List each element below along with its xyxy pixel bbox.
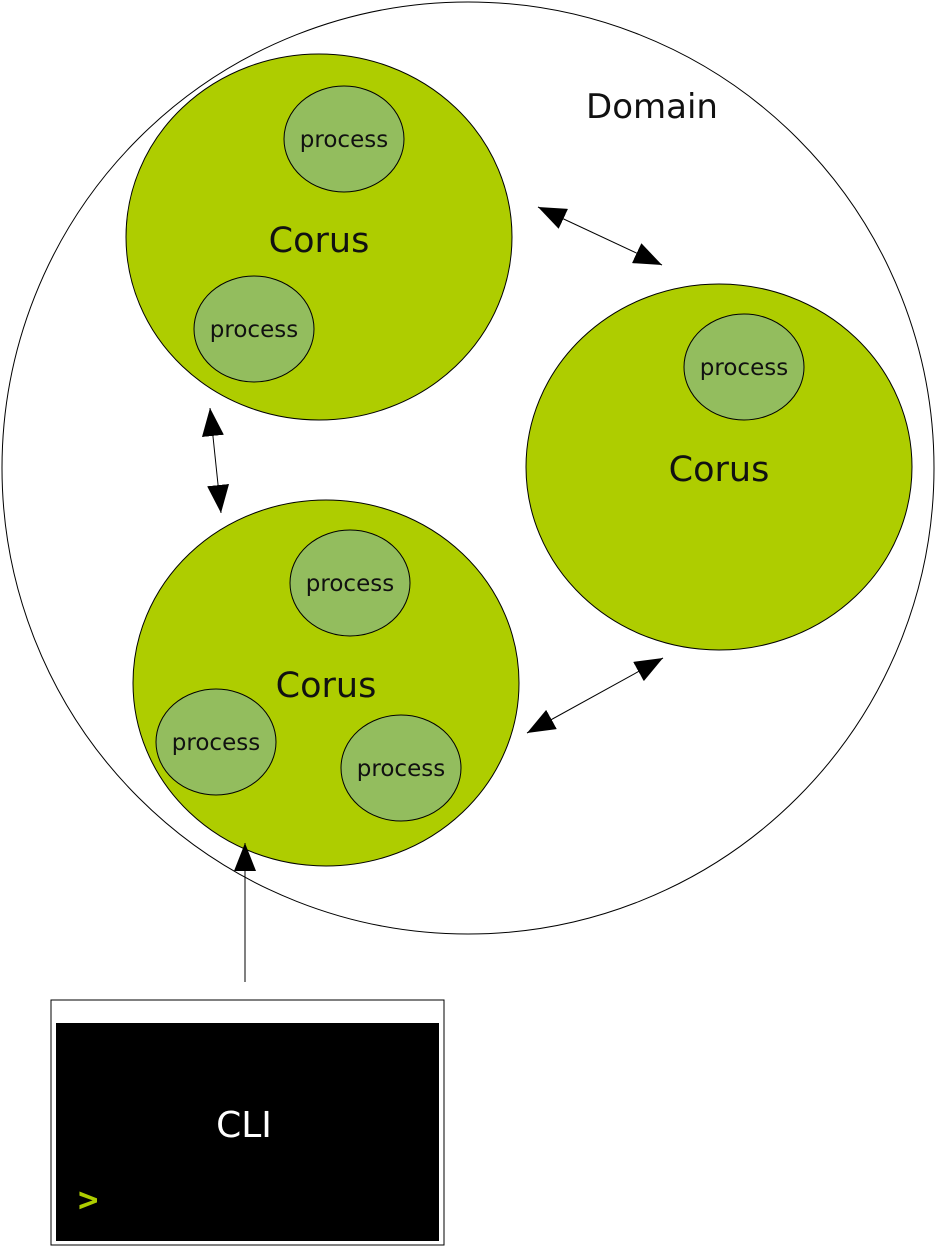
domain-label: Domain [586,87,718,127]
corus-node-1-label: Corus [269,221,370,261]
link-node3-node2 [526,657,664,734]
corus-node-2-label: Corus [669,450,770,490]
process-2a-label: process [700,355,788,381]
cli-prompt: > [78,1180,98,1220]
process-3a: process [289,529,411,637]
process-2a: process [683,313,805,421]
cli-screen [56,1023,439,1241]
process-1a-label: process [300,127,388,153]
cli-terminal: CLI > [50,999,445,1246]
process-1b: process [193,275,315,383]
process-1b-label: process [210,317,298,343]
corus-node-2-circle [525,283,913,651]
process-3c: process [340,714,462,822]
corus-node-3: Corus process process process [132,499,520,867]
corus-node-3-label: Corus [276,666,377,706]
cli-label: CLI [216,1105,272,1146]
process-3a-label: process [306,571,394,597]
process-1a: process [283,85,405,193]
corus-node-1: Corus process process [125,53,513,421]
link-node1-node3 [201,407,230,514]
corus-node-2: Corus process [525,283,913,651]
process-3b-label: process [172,730,260,756]
process-3c-label: process [357,756,445,782]
process-3b: process [155,688,277,796]
link-node1-node2 [537,206,663,266]
